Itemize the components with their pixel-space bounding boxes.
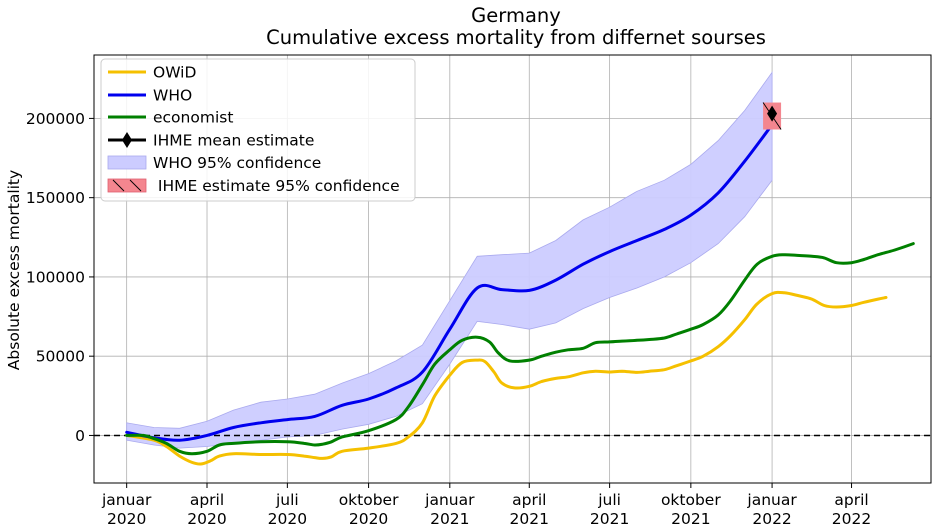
y-axis-label: Absolute excess mortality <box>5 170 23 370</box>
x-tick-label-0: januar <box>101 491 152 509</box>
legend-box <box>100 58 416 202</box>
chart-title: Germany <box>471 4 561 27</box>
x-tick-label-8: januar <box>746 491 797 509</box>
x-tick-label-1: april <box>190 491 224 509</box>
x-tick-year-3: 2020 <box>349 510 388 528</box>
x-tick-label-4: januar <box>424 491 475 509</box>
legend-hatch-1 <box>112 179 125 192</box>
series-line-owid <box>125 290 888 466</box>
x-tick-year-1: 2020 <box>187 510 226 528</box>
legend-diamond-marker <box>122 132 132 148</box>
x-tick-label-5: april <box>512 491 546 509</box>
x-tick-year-8: 2022 <box>752 510 791 528</box>
y-tick-label-0: 0 <box>75 427 85 445</box>
x-tick-label-3: oktober <box>339 491 399 509</box>
x-tick-year-4: 2021 <box>430 510 469 528</box>
y-tick-label-4: 200000 <box>26 110 85 128</box>
x-tick-year-7: 2021 <box>671 510 710 528</box>
legend-label-who-band: WHO 95% confidence <box>153 154 321 172</box>
plot-frame <box>93 54 932 484</box>
legend-swatch-ihme-band <box>107 178 147 193</box>
x-tick-label-6: juli <box>597 491 621 509</box>
x-tick-label-2: juli <box>275 491 299 509</box>
y-tick-label-3: 150000 <box>26 189 85 207</box>
data-series <box>125 123 915 466</box>
legend-label-economist: economist <box>153 109 233 127</box>
y-tick-label-1: 50000 <box>36 348 85 366</box>
chart-subtitle: Cumulative excess mortality from differn… <box>266 26 766 49</box>
x-tick-year-9: 2022 <box>832 510 871 528</box>
legend: OWiD WHO economist IHME mean estimate WH… <box>100 58 416 202</box>
y-tick-label-2: 100000 <box>26 268 85 286</box>
ihme-estimate <box>762 102 782 130</box>
legend-label-who: WHO <box>153 87 192 105</box>
x-tick-year-6: 2021 <box>590 510 629 528</box>
legend-swatch-who-band <box>107 155 147 170</box>
legend-label-owid: OWiD <box>153 64 196 82</box>
legend-hatch-2 <box>129 179 142 192</box>
series-line-who <box>125 123 774 442</box>
band-who-95-confidence <box>126 71 773 449</box>
y-axis-ticks: 0 50000 100000 150000 200000 <box>26 110 94 445</box>
legend-label-ihme-band: IHME estimate 95% confidence <box>153 177 400 195</box>
x-tick-year-2: 2020 <box>268 510 307 528</box>
x-tick-label-9: april <box>834 491 868 509</box>
x-tick-year-0: 2020 <box>107 510 146 528</box>
x-axis-ticks: januar2020april2020juli2020oktober2020ja… <box>101 483 871 528</box>
x-tick-label-7: oktober <box>661 491 721 509</box>
series-line-economist <box>125 242 915 456</box>
x-tick-year-5: 2021 <box>510 510 549 528</box>
legend-label-ihme-mean: IHME mean estimate <box>153 132 314 150</box>
ihme-mean-marker <box>767 105 778 122</box>
confidence-bands <box>126 71 773 449</box>
